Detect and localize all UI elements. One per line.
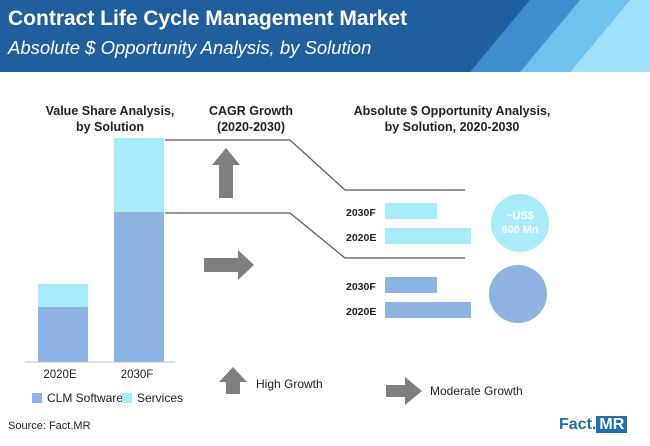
x-tick-2020e: 2020E <box>43 369 77 381</box>
high-growth-arrow-icon <box>219 367 247 394</box>
value-share-chart <box>38 138 164 362</box>
legend-moderate-growth-label: Moderate Growth <box>430 384 523 398</box>
connector-line-top <box>165 139 465 191</box>
opportunity-bubble-services <box>491 194 549 252</box>
legend-clm-label: CLM Software <box>47 391 124 405</box>
x-tick-2030f: 2030F <box>120 369 154 381</box>
legend-clm-swatch <box>32 393 42 403</box>
hbar-clm-software-2030f <box>385 277 437 293</box>
connector-line-bottom <box>165 212 465 259</box>
legend-high-growth-label: High Growth <box>256 377 323 391</box>
hbar-label-clm-2020e: 2020E <box>346 306 377 318</box>
bar-services-2020e <box>38 284 88 307</box>
factmr-logo: Fact. MR <box>559 416 628 434</box>
legend-services: Services <box>122 391 183 405</box>
hbar-services-2020e <box>385 228 471 244</box>
cagr-header-text: CAGR Growth (2020-2030) <box>208 104 294 134</box>
cagr-right-arrow-icon <box>204 250 254 280</box>
opportunity-bubble-label: ~US$ 600 Mn <box>491 209 549 237</box>
cagr-header: CAGR Growth (2020-2030) <box>196 103 306 135</box>
bubble-line-1: ~US$ <box>506 210 534 222</box>
page-title: Contract Life Cycle Management Market <box>8 7 408 30</box>
logo-suffix: MR <box>596 416 628 433</box>
banner-background <box>0 0 650 72</box>
logo-brand: Fact <box>559 416 592 433</box>
hbar-label-clm-2030f: 2030F <box>346 281 376 293</box>
moderate-growth-arrow-icon <box>386 377 422 405</box>
hbar-services-2030f <box>385 203 437 219</box>
header-banner: Contract Life Cycle Management Market Ab… <box>0 0 650 72</box>
hbar-label-services-2020e: 2020E <box>346 232 377 244</box>
bar-services-2030f <box>114 138 164 212</box>
legend-services-label: Services <box>137 391 184 405</box>
opportunity-chart <box>385 203 471 318</box>
bar-clm-software-2030f <box>114 212 164 362</box>
source-note: Source: Fact.MR <box>8 420 91 432</box>
hbar-label-services-2030f: 2030F <box>346 207 376 219</box>
opportunity-header: Absolute $ Opportunity Analysis, by Solu… <box>352 103 552 135</box>
legend-clm: CLM Software <box>32 391 123 405</box>
opportunity-bubble-clm <box>489 265 547 323</box>
page-subtitle: Absolute $ Opportunity Analysis, by Solu… <box>8 37 372 58</box>
bar-clm-software-2020e <box>38 307 88 362</box>
legend-services-swatch <box>122 393 132 403</box>
value-share-header-text: Value Share Analysis, by Solution <box>45 104 175 134</box>
cagr-up-arrow-icon <box>212 148 240 198</box>
bubble-line-2: 600 Mn <box>501 224 539 236</box>
value-share-header: Value Share Analysis, by Solution <box>40 103 180 135</box>
opportunity-header-text: Absolute $ Opportunity Analysis, by Solu… <box>353 104 551 134</box>
hbar-clm-software-2020e <box>385 302 471 318</box>
